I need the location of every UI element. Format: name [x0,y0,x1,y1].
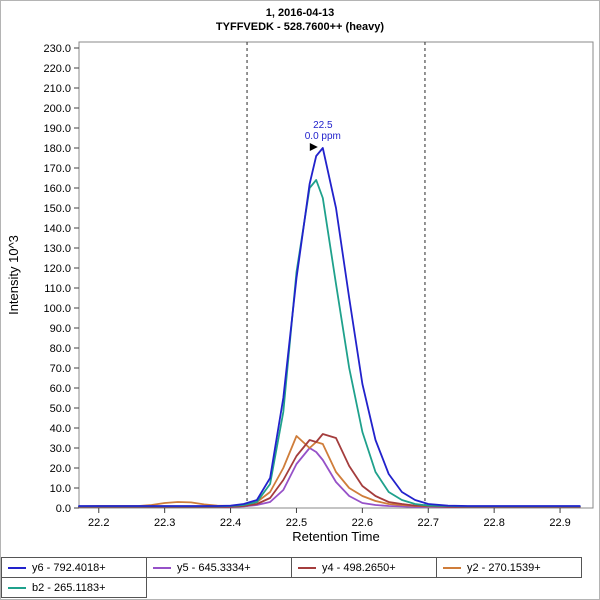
legend-line-swatch-icon [8,586,26,589]
legend-item-label: y6 - 792.4018+ [32,561,106,574]
y-tick-label: 70.0 [50,363,71,375]
x-tick-label: 22.3 [154,517,175,529]
y-tick-label: 230.0 [43,43,71,55]
x-tick-label: 22.4 [220,517,241,529]
x-tick-label: 22.2 [88,517,109,529]
legend-item-label: b2 - 265.1183+ [32,581,106,594]
x-tick-label: 22.7 [418,517,439,529]
chart-title-block: 1, 2016-04-13 TYFFVEDK - 528.7600++ (hea… [1,1,599,34]
legend-item-label: y4 - 498.2650+ [322,561,396,574]
y-tick-label: 160.0 [43,183,71,195]
legend-item: y5 - 645.3334+ [146,557,292,578]
series-line [78,147,581,507]
y-tick-label: 80.0 [50,343,71,355]
legend-line-swatch-icon [443,566,461,569]
legend-item: y4 - 498.2650+ [291,557,437,578]
y-tick-label: 120.0 [43,263,71,275]
legend-item: y2 - 270.1539+ [436,557,582,578]
y-tick-label: 130.0 [43,243,71,255]
apex-arrow-icon [309,143,318,151]
chart-title: 1, 2016-04-13 [265,7,335,19]
y-tick-label: 110.0 [44,283,71,295]
y-tick-label: 90.0 [50,323,71,335]
y-tick-label: 190.0 [43,123,71,135]
legend: y6 - 792.4018+ y5 - 645.3334+ y4 - 498.265… [1,557,599,599]
y-tick-label: 20.0 [50,463,71,475]
apex-rt-annotation: 22.5 [313,120,333,131]
legend-line-swatch-icon [153,566,171,569]
y-tick-label: 200.0 [43,103,71,115]
y-tick-label: 100.0 [43,303,71,315]
legend-item-label: y2 - 270.1539+ [467,561,541,574]
x-tick-label: 22.6 [352,517,373,529]
y-tick-label: 50.0 [50,403,71,415]
legend-item: y6 - 792.4018+ [1,557,147,578]
legend-line-swatch-icon [298,566,316,569]
x-tick-label: 22.9 [549,517,570,529]
y-tick-label: 0.0 [56,503,71,515]
y-tick-label: 60.0 [50,383,71,395]
y-axis-label: Intensity 10^3 [6,235,21,315]
x-axis-label: Retention Time [292,529,379,544]
y-tick-label: 180.0 [43,143,71,155]
chart-subtitle: TYFFVEDK - 528.7600++ (heavy) [215,21,385,33]
y-tick-label: 10.0 [50,483,71,495]
y-tick-label: 220.0 [43,63,71,75]
legend-item-label: y5 - 645.3334+ [177,561,251,574]
y-tick-label: 140.0 [43,223,71,235]
y-tick-label: 210.0 [43,83,71,95]
y-tick-label: 30.0 [50,443,71,455]
y-tick-label: 170.0 [43,163,71,175]
x-tick-label: 22.8 [483,517,504,529]
plot-border [78,41,594,509]
legend-line-swatch-icon [8,566,26,569]
apex-ppm-annotation: 0.0 ppm [305,131,341,142]
y-tick-label: 150.0 [43,203,71,215]
legend-item: b2 - 265.1183+ [1,577,147,598]
chromatogram-plot: 0.0 10.0 20.0 30.0 40.0 50.0 60.0 70.0 80.0 90.0 1… [6,41,594,544]
x-tick-label: 22.5 [286,517,307,529]
y-tick-label: 40.0 [50,423,71,435]
